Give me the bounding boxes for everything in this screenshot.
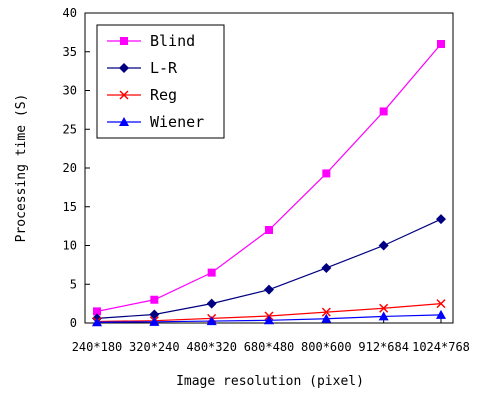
x-tick-label: 800*600: [301, 340, 352, 354]
legend-entry-wiener: Wiener: [107, 113, 204, 131]
legend-box: [96, 24, 225, 139]
y-tick-label: 15: [63, 200, 77, 214]
legend-marker-wiener: [119, 117, 129, 126]
series-wiener: [92, 309, 446, 327]
x-tick-label: 240*180: [72, 340, 123, 354]
data-point-reg: [321, 307, 331, 317]
series-line-l-r: [96, 218, 442, 319]
y-tick-label: 10: [63, 239, 77, 253]
x-tick-label: 680*480: [244, 340, 295, 354]
legend-label-reg: Reg: [150, 86, 177, 104]
data-point-reg: [436, 299, 446, 309]
data-point-wiener: [264, 315, 274, 325]
legend-marker-blind: [120, 37, 128, 45]
x-axis-title: Image resolution (pixel): [176, 374, 364, 389]
legend-label-l-r: L-R: [150, 59, 178, 77]
legend-marker-reg: [119, 90, 129, 100]
y-tick-label: 35: [63, 45, 77, 59]
data-point-l-r: [378, 240, 389, 251]
data-point-blind: [437, 40, 445, 48]
legend-label-wiener: Wiener: [150, 113, 204, 131]
legend-label-blind: Blind: [150, 32, 195, 50]
data-point-wiener: [378, 311, 389, 321]
data-point-blind: [379, 107, 388, 116]
data-point-blind: [265, 226, 273, 234]
data-point-blind: [207, 268, 216, 277]
y-tick-label: 0: [70, 316, 77, 330]
data-point-wiener: [149, 316, 160, 326]
x-tick-label: 1024*768: [412, 340, 470, 354]
data-point-blind: [322, 169, 331, 178]
y-tick-label: 40: [63, 6, 77, 20]
data-point-l-r: [436, 214, 446, 225]
legend-entry-blind: Blind: [107, 32, 195, 50]
data-point-wiener: [436, 309, 446, 319]
x-axis-ticks: 240*180 320*240 480*320 680*480 800*600 912*6…: [72, 318, 470, 354]
x-tick-label: 912*684: [358, 340, 409, 354]
x-tick-label: 320*240: [129, 340, 180, 354]
legend-entry-l-r: L-R: [107, 59, 178, 77]
data-point-l-r: [321, 262, 332, 273]
y-tick-label: 5: [70, 277, 77, 291]
legend-entry-reg: Reg: [107, 86, 177, 104]
data-point-wiener: [92, 317, 102, 327]
series-blind: [93, 40, 445, 316]
y-axis-title: Processing time (S): [14, 94, 29, 243]
data-point-blind: [150, 295, 159, 304]
x-tick-label: 480*320: [186, 340, 237, 354]
data-point-wiener: [206, 316, 217, 326]
y-tick-label: 30: [63, 84, 77, 98]
y-axis-ticks: 0 5 10 15 20 25 30 35 40: [63, 6, 90, 330]
data-point-reg: [379, 303, 389, 313]
legend-marker-l-r: [119, 63, 129, 73]
data-point-l-r: [206, 298, 217, 309]
legend: Blind L-R Reg Wiener: [96, 24, 225, 139]
data-point-wiener: [321, 313, 332, 323]
data-point-l-r: [149, 309, 160, 320]
series-layer: [92, 40, 446, 327]
data-point-blind: [93, 307, 101, 316]
data-point-l-r: [264, 284, 274, 295]
y-tick-label: 25: [63, 122, 77, 136]
y-tick-label: 20: [63, 161, 77, 175]
